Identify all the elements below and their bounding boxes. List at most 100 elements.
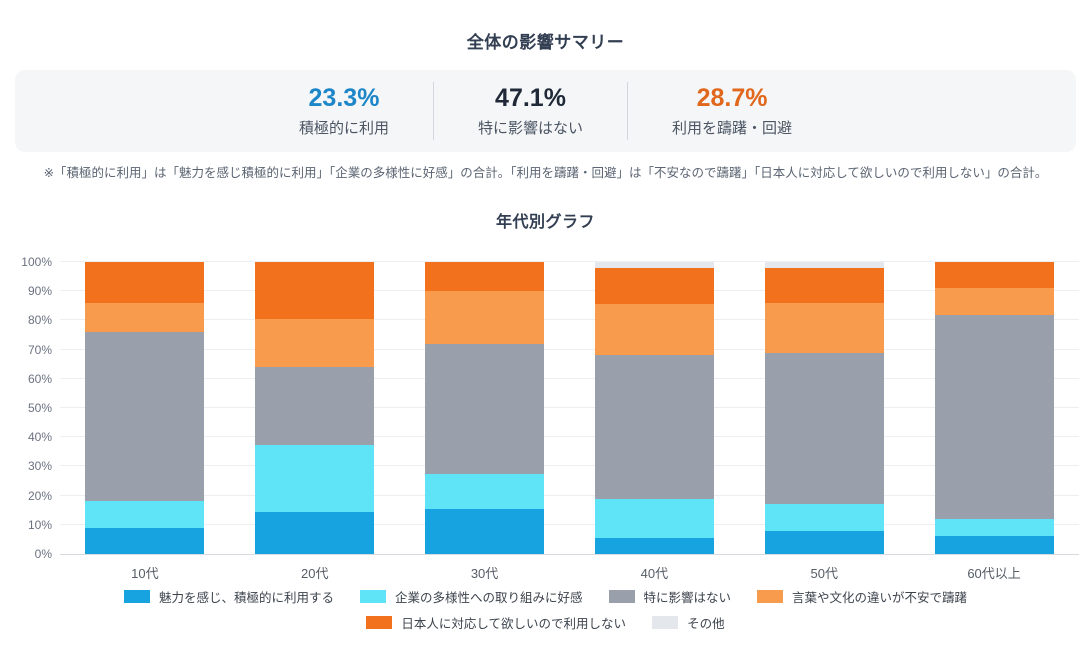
y-axis-tick-label: 90%	[27, 284, 52, 299]
gridline	[60, 290, 1079, 292]
legend-swatch-icon	[359, 590, 386, 603]
summary-title: 全体の影響サマリー	[466, 33, 625, 52]
bar-segment[interactable]	[255, 367, 375, 445]
bar-segment[interactable]	[934, 536, 1054, 554]
y-axis-tick-label: 10%	[27, 517, 52, 532]
stat-value: 28.7%	[696, 83, 768, 112]
stat-value: 23.3%	[308, 83, 380, 112]
y-axis-tick-label: 20%	[27, 488, 52, 503]
legend-swatch-icon	[123, 590, 150, 603]
bar-column	[400, 262, 570, 554]
y-axis-tick-label: 60%	[27, 371, 52, 386]
legend-item[interactable]: 企業の多様性への取り組みに好感	[359, 587, 583, 606]
bar-segment[interactable]	[425, 291, 545, 344]
y-axis-tick-label: 70%	[27, 342, 52, 357]
y-axis-tick-label: 50%	[27, 401, 52, 415]
bar-segment[interactable]	[255, 318, 375, 368]
gridline	[60, 523, 1079, 525]
bar-segment[interactable]	[425, 508, 545, 554]
legend-swatch-icon	[652, 616, 679, 629]
legend-item[interactable]: 言葉や文化の違いが不安で躊躇	[757, 587, 967, 606]
stat-label: 特に影響はない	[477, 120, 583, 138]
stat-value: 47.1%	[495, 83, 566, 112]
bar-segment[interactable]	[594, 498, 714, 538]
stacked-bar	[594, 262, 714, 554]
legend-label: 特に影響はない	[643, 591, 732, 605]
bar-segment[interactable]	[764, 267, 884, 303]
bar-segment[interactable]	[425, 262, 545, 292]
stat-label: 積極的に利用	[298, 120, 389, 138]
legend-item[interactable]: 魅力を感じ、積極的に利用する	[123, 587, 334, 606]
legend-swatch-icon	[608, 590, 635, 603]
y-axis-tick-label: 0%	[34, 547, 52, 561]
y-axis-tick-label: 100%	[21, 255, 52, 269]
y-axis-tick-label: 40%	[27, 430, 52, 445]
bar-segment[interactable]	[85, 501, 205, 528]
bar-segment[interactable]	[255, 511, 375, 554]
stacked-bar	[934, 262, 1054, 554]
legend-row: 日本人に対応して欲しいので利用しない その他	[366, 613, 725, 632]
x-axis-label: 40代	[640, 566, 669, 581]
legend-item[interactable]: 特に影響はない	[608, 587, 732, 606]
chart-title: 年代別グラフ	[495, 214, 595, 231]
stat-divider	[627, 82, 628, 140]
stat-hesitate-avoid: 28.7% 利用を躊躇・回避	[628, 84, 836, 139]
bars-layer	[60, 262, 1079, 554]
bar-segment[interactable]	[764, 530, 884, 554]
bar-column	[230, 262, 400, 554]
x-axis: 10代 20代 30代 40代 50代 60代以上	[60, 563, 1079, 582]
stat-label: 利用を躊躇・回避	[672, 120, 793, 138]
bar-segment[interactable]	[425, 473, 545, 509]
stacked-bar	[764, 262, 884, 554]
bar-segment[interactable]	[594, 262, 714, 268]
gridline	[60, 261, 1079, 262]
bar-segment[interactable]	[255, 444, 375, 512]
legend-label: 企業の多様性への取り組みに好感	[394, 591, 583, 605]
gridline	[60, 407, 1079, 408]
bar-column	[60, 262, 230, 554]
stacked-bar	[425, 262, 545, 554]
bar-segment[interactable]	[764, 302, 884, 353]
bar-segment[interactable]	[764, 352, 884, 505]
bar-segment[interactable]	[425, 343, 545, 474]
bar-segment[interactable]	[594, 267, 714, 305]
bar-segment[interactable]	[934, 262, 1054, 289]
bar-segment[interactable]	[934, 288, 1054, 315]
legend-swatch-icon	[366, 616, 393, 629]
bar-segment[interactable]	[764, 262, 884, 268]
bar-segment[interactable]	[85, 302, 205, 333]
legend-label: その他	[687, 617, 725, 631]
bar-segment[interactable]	[594, 355, 714, 499]
gridline	[60, 377, 1079, 379]
bar-segment[interactable]	[255, 262, 375, 319]
legend-label: 魅力を感じ、積極的に利用する	[158, 591, 334, 605]
bar-segment[interactable]	[764, 504, 884, 531]
stat-divider	[432, 82, 434, 140]
legend-item[interactable]: 日本人に対応して欲しいので利用しない	[366, 613, 626, 632]
x-axis-label: 50代	[810, 566, 838, 581]
x-axis-label: 20代	[301, 566, 329, 581]
bar-segment[interactable]	[85, 332, 205, 502]
legend-label: 日本人に対応して欲しいので利用しない	[401, 617, 627, 631]
stat-positive-use: 23.3% 積極的に利用	[255, 84, 433, 139]
bar-segment[interactable]	[594, 537, 714, 554]
x-axis-label: 60代以上	[967, 566, 1021, 581]
legend-label: 言葉や文化の違いが不安で躊躇	[792, 591, 968, 605]
stacked-bar-plot-area: 0% 10% 20% 30% 40% 50% 60% 70% 80% 90% 100%	[21, 255, 1079, 561]
stat-no-impact: 47.1% 特に影響はない	[434, 84, 627, 139]
gridline	[60, 494, 1079, 496]
x-axis-label: 30代	[470, 566, 499, 581]
y-axis-tick-label: 80%	[27, 313, 52, 328]
bar-segment[interactable]	[85, 262, 205, 303]
bar-segment[interactable]	[934, 314, 1054, 519]
gridline	[60, 348, 1079, 350]
bar-column	[909, 262, 1079, 554]
bar-segment[interactable]	[934, 518, 1054, 537]
bar-segment[interactable]	[594, 304, 714, 356]
bar-column	[569, 262, 739, 554]
bar-segment[interactable]	[85, 527, 205, 554]
legend-item[interactable]: その他	[652, 613, 725, 632]
gridline	[60, 319, 1079, 321]
x-axis-label: 10代	[131, 566, 159, 581]
chart-legend: 魅力を感じ、積極的に利用する 企業の多様性への取り組みに好感 特に影響はない 言葉や文…	[0, 587, 1091, 632]
